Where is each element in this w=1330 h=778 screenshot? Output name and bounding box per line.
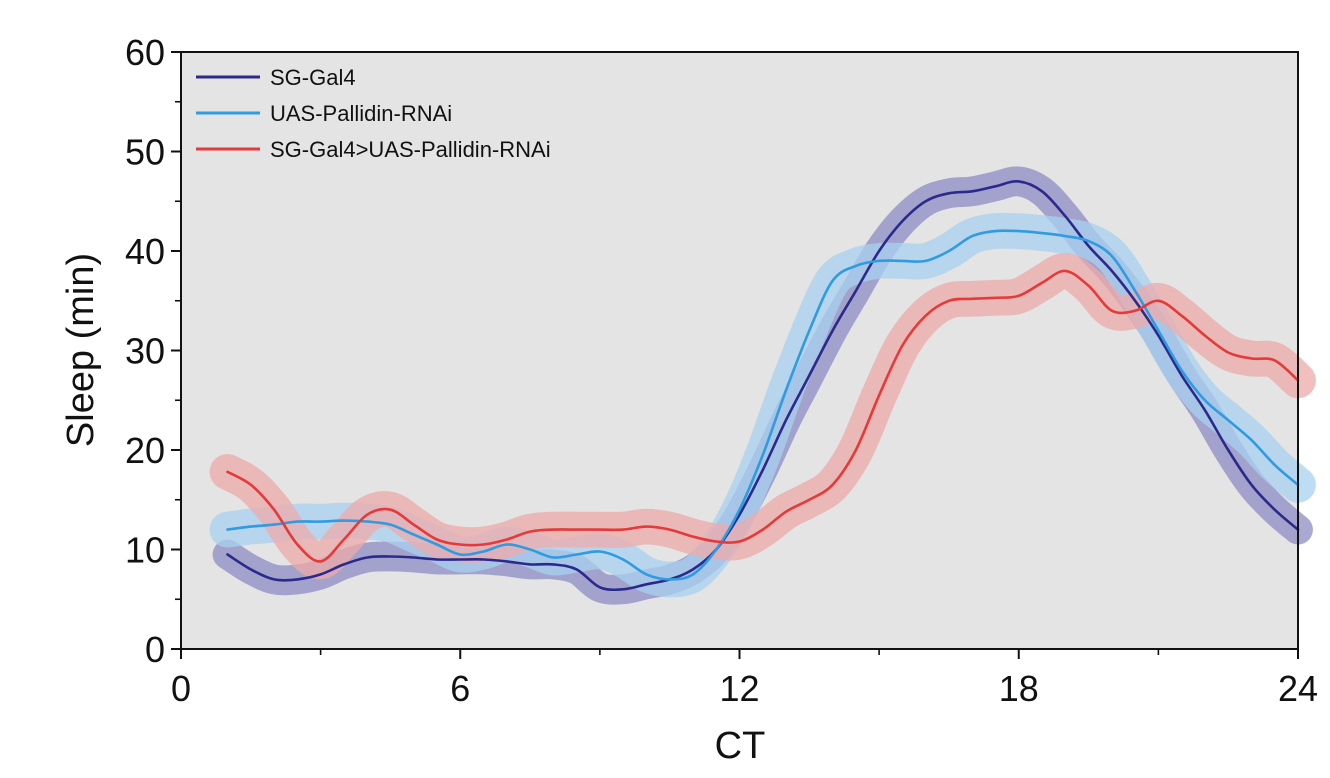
- x-tick-label: 18: [999, 668, 1039, 709]
- y-tick-label: 40: [125, 231, 165, 272]
- legend: SG-Gal4 UAS-Pallidin-RNAi SG-Gal4>UAS-Pall…: [196, 65, 551, 162]
- y-tick-label: 60: [125, 32, 165, 73]
- x-tick-label: 6: [450, 668, 470, 709]
- x-tick-label: 24: [1278, 668, 1318, 709]
- tick-labels: 0 6 12 18 24 0 10 20 30 40 50 60: [125, 32, 1318, 709]
- series-line-sg-gal4-uas-pallidin-rnai: [226, 269, 1300, 563]
- y-tick-label: 0: [145, 629, 165, 670]
- y-tick-label: 10: [125, 530, 165, 571]
- legend-label-uas-pallidin-rnai: UAS-Pallidin-RNAi: [270, 101, 452, 126]
- axis-ticks: [171, 51, 1299, 659]
- series-lines: [226, 179, 1300, 592]
- x-axis-title: CT: [715, 725, 766, 767]
- legend-label-sg-gal4: SG-Gal4: [270, 65, 356, 90]
- legend-label-sg-gal4-uas-pallidin-rnai: SG-Gal4>UAS-Pallidin-RNAi: [270, 137, 551, 162]
- y-tick-label: 50: [125, 132, 165, 173]
- y-axis-title: Sleep (min): [60, 253, 102, 447]
- series-line-uas-pallidin-rnai: [226, 229, 1300, 581]
- y-tick-label: 30: [125, 331, 165, 372]
- x-tick-label: 12: [719, 668, 759, 709]
- x-tick-label: 0: [171, 668, 191, 709]
- y-tick-label: 20: [125, 430, 165, 471]
- series-line-sg-gal4: [226, 179, 1300, 592]
